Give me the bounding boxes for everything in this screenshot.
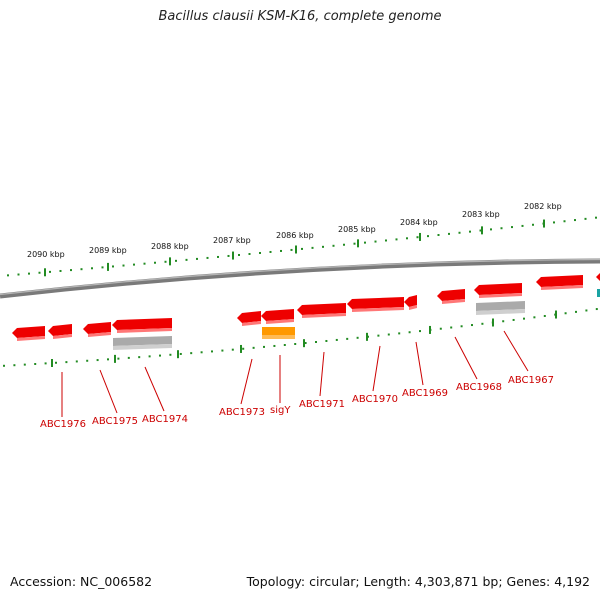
rna-bar-shadow bbox=[476, 309, 525, 315]
gene-label: sigY bbox=[270, 405, 291, 416]
kbp-label: 2085 kbp bbox=[338, 225, 376, 234]
leader-line bbox=[454, 336, 478, 380]
rna-bar bbox=[113, 336, 172, 346]
gene-abc1971[interactable] bbox=[297, 303, 346, 318]
leader-line bbox=[319, 351, 325, 397]
gene-arrow bbox=[48, 324, 72, 336]
gene-arrow-shadow bbox=[17, 336, 45, 341]
gene-label: ABC1969 bbox=[402, 388, 448, 399]
inner-tick-track bbox=[3, 308, 598, 368]
gene-arrow bbox=[474, 283, 522, 295]
gene-arrow bbox=[237, 311, 261, 323]
gene-arrow bbox=[12, 326, 45, 338]
leader-line bbox=[372, 345, 381, 392]
gene-label: ABC1970 bbox=[352, 394, 398, 405]
leader-line bbox=[415, 341, 424, 386]
gene-box-shadow bbox=[262, 335, 295, 339]
leader-line bbox=[144, 366, 165, 412]
leader-line bbox=[99, 369, 118, 414]
gene-arrow bbox=[297, 303, 346, 315]
label-leader-lines bbox=[61, 330, 529, 417]
kbp-label: 2089 kbp bbox=[89, 246, 127, 255]
gene-abc1975[interactable] bbox=[48, 324, 72, 339]
gene-box bbox=[262, 327, 295, 335]
map-title: Bacillus clausii KSM-K16, complete genom… bbox=[158, 9, 442, 24]
gene-abc1969[interactable] bbox=[404, 295, 417, 310]
kbp-label-group: 2090 kbp 2089 kbp 2088 kbp 2087 kbp 2086 kbp… bbox=[27, 202, 562, 259]
gene-abc1970[interactable] bbox=[347, 297, 404, 312]
gene-arrow-shadow bbox=[117, 328, 172, 333]
gene-label: ABC1973 bbox=[219, 407, 265, 418]
gene-arrow bbox=[596, 273, 600, 281]
gene-arrow bbox=[347, 297, 404, 309]
backbone-line bbox=[0, 258, 600, 299]
kbp-label: 2088 kbp bbox=[151, 242, 189, 251]
gene-arrow-shadow bbox=[302, 313, 346, 318]
gene-label: ABC1971 bbox=[299, 399, 345, 410]
gene-label: ABC1976 bbox=[40, 419, 86, 430]
gene-abc1966[interactable] bbox=[536, 275, 583, 290]
edge-marker bbox=[597, 289, 600, 297]
gene-label: ABC1967 bbox=[508, 375, 554, 386]
gene-arrow bbox=[83, 322, 111, 334]
genome-summary: Topology: circular; Length: 4,303,871 bp… bbox=[246, 574, 590, 589]
gene-arrow-shadow bbox=[242, 321, 261, 326]
gene-arrow-shadow bbox=[409, 305, 417, 310]
rna-bar-shadow bbox=[113, 344, 172, 350]
gene-arrow-shadow bbox=[266, 319, 294, 324]
outer-tick-track bbox=[7, 216, 597, 277]
gene-abc1968[interactable] bbox=[437, 289, 465, 304]
gene-label: ABC1975 bbox=[92, 416, 138, 427]
kbp-label: 2087 kbp bbox=[213, 236, 251, 245]
gene-edge[interactable] bbox=[596, 270, 600, 285]
gene-label: ABC1974 bbox=[142, 414, 188, 425]
gene-abc1973[interactable] bbox=[237, 311, 261, 326]
gene-abc1974[interactable] bbox=[112, 318, 172, 333]
gene-abc1976[interactable] bbox=[12, 326, 45, 341]
kbp-label: 2090 kbp bbox=[27, 250, 65, 259]
gene-abc1972[interactable] bbox=[261, 309, 294, 324]
gene-arrow-shadow bbox=[541, 285, 583, 290]
gene-arrow bbox=[261, 309, 294, 321]
leader-line bbox=[240, 358, 253, 405]
gene-arrow-shadow bbox=[442, 299, 465, 304]
gene-abc1974a[interactable] bbox=[83, 322, 111, 337]
gene-arrow-shadow bbox=[53, 334, 72, 339]
genome-backbone bbox=[0, 258, 600, 299]
gene-arrow-shadow bbox=[88, 332, 111, 337]
gene-arrow bbox=[404, 295, 417, 307]
rna-1[interactable] bbox=[113, 336, 172, 350]
gene-arrow-shadow bbox=[479, 293, 522, 298]
gene-arrow bbox=[112, 318, 172, 330]
gene-track bbox=[12, 270, 600, 350]
gene-arrow-shadow bbox=[352, 307, 404, 312]
accession-label: Accession: NC_006582 bbox=[10, 574, 153, 589]
gene-label-group: ABC1976 ABC1975 ABC1974 ABC1973 sigY ABC1971 A… bbox=[40, 375, 554, 430]
kbp-label: 2084 kbp bbox=[400, 218, 438, 227]
backbone-highlight bbox=[0, 258, 600, 296]
leader-line bbox=[503, 330, 529, 372]
rna-bar bbox=[476, 301, 525, 311]
gene-arrow bbox=[536, 275, 583, 287]
kbp-label: 2086 kbp bbox=[276, 231, 314, 240]
gene-abc1967a[interactable] bbox=[474, 283, 522, 298]
gene-label: ABC1968 bbox=[456, 382, 502, 393]
gene-sigy[interactable] bbox=[262, 327, 295, 339]
rna-2[interactable] bbox=[476, 301, 525, 315]
kbp-label: 2082 kbp bbox=[524, 202, 562, 211]
gene-arrow bbox=[437, 289, 465, 301]
kbp-label: 2083 kbp bbox=[462, 210, 500, 219]
